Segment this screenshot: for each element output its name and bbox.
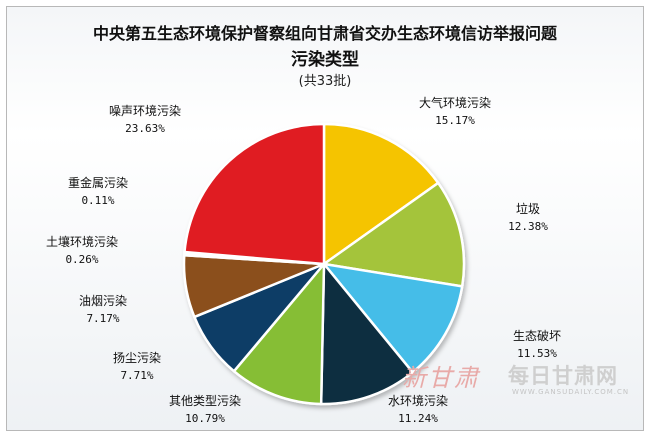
watermark-xingansu: 新甘肃 [402, 364, 480, 392]
slice-label-3: 生态破坏 [513, 328, 561, 343]
slice-percent-4: 11.24% [398, 412, 438, 425]
slice-label-6: 扬尘污染 [113, 350, 161, 365]
slice-label-1: 大气环境污染 [419, 95, 491, 110]
slice-percent-10: 23.63% [125, 122, 165, 135]
pie-slice-5 [232, 260, 326, 406]
slice-label-7: 油烟污染 [79, 293, 127, 308]
pie-slice-4 [319, 260, 415, 406]
slice-percent-6: 7.71% [120, 369, 153, 382]
slice-percent-8: 0.26% [65, 253, 98, 266]
slice-label-9: 重金属污染 [68, 175, 128, 190]
slice-label-4: 水环境污染 [388, 393, 448, 408]
watermark-url: WWW.GANSUDAILY.COM.CN [512, 388, 630, 396]
slice-percent-3: 11.53% [517, 347, 557, 360]
slice-percent-2: 12.38% [508, 220, 548, 233]
slice-percent-1: 15.17% [435, 114, 475, 127]
chart-title: 中央第五生态环境保护督察组向甘肃省交办生态环境信访举报问题 [92, 24, 557, 43]
pie-slice-1 [322, 122, 440, 267]
slice-percent-7: 7.17% [86, 312, 119, 325]
watermark-meirigansu: 每日甘肃网 [508, 364, 618, 388]
slice-label-10: 噪声环境污染 [109, 103, 181, 118]
pie-slice-10 [183, 122, 326, 266]
slice-label-2: 垃圾 [516, 201, 540, 216]
pie-slice-2 [320, 181, 466, 288]
slice-percent-9: 0.11% [81, 194, 114, 207]
chart-note: (共33批) [298, 74, 352, 89]
pie-slice-3 [320, 262, 464, 375]
slice-percent-5: 10.79% [185, 412, 225, 425]
slice-label-5: 其他类型污染 [169, 393, 241, 408]
slice-label-8: 土壤环境污染 [46, 234, 118, 249]
chart-subtitle: 污染类型 [291, 50, 359, 70]
